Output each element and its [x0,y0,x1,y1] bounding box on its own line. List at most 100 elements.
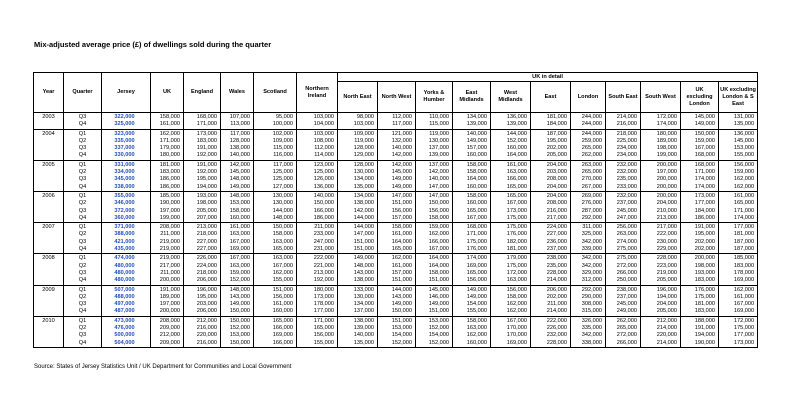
quarter-cell: Q4 [63,277,102,286]
value-cell: 133,000 [337,285,378,294]
value-cell: 161,000 [490,160,531,170]
value-cell: 150,000 [680,129,719,138]
value-cell: 181,000 [490,246,531,254]
value-cell: 222,000 [296,253,338,263]
value-cell: 218,000 [183,269,221,278]
value-cell: 177,000 [680,200,719,208]
value-cell: 211,000 [530,301,571,309]
value-cell: 181,000 [717,231,759,239]
value-cell: 160,000 [452,152,491,161]
value-cell: 212,000 [640,316,681,326]
value-cell: 150,000 [253,222,297,232]
value-cell: 128,000 [337,145,378,153]
value-cell: 119,000 [337,137,378,146]
value-cell: 142,000 [377,160,416,170]
value-cell: 152,000 [220,277,254,286]
value-cell: 112,000 [296,145,338,153]
value-cell: 163,000 [253,253,297,263]
value-cell: 150,000 [220,308,254,317]
value-cell: 142,000 [337,207,378,215]
column-header: East Midlands [452,81,491,113]
value-cell: 136,000 [490,112,531,122]
value-cell: 109,000 [337,129,378,138]
value-cell: 214,000 [640,339,681,348]
column-header: Year [33,72,64,113]
value-cell: 140,000 [415,176,453,184]
value-cell: 151,000 [253,285,297,294]
value-cell: 290,000 [570,293,606,302]
value-cell: 171,000 [150,137,184,146]
value-cell: 236,000 [530,238,571,247]
value-cell: 115,000 [253,145,297,153]
data-row: Q2 488,000 189,000 195,000 143,000 156,000 173… [33,293,759,302]
jersey-cell: 345,000 [101,176,151,184]
value-cell: 311,000 [570,222,606,232]
value-cell: 157,000 [377,269,416,278]
value-cell: 149,000 [377,183,416,192]
value-cell: 171,000 [183,121,221,130]
quarter-cell: Q4 [63,308,102,317]
year-cell [33,301,64,309]
data-row: Q4 338,000 186,000 194,000 149,000 127,000 136… [33,183,759,192]
value-cell: 125,000 [253,169,297,177]
year-cell [33,293,64,302]
value-cell: 186,000 [680,214,719,223]
value-cell: 162,000 [717,183,759,192]
value-cell: 151,000 [377,277,416,286]
value-cell: 126,000 [296,176,338,184]
value-cell: 216,000 [530,207,571,215]
value-cell: 139,000 [452,121,491,130]
value-cell: 144,000 [337,214,378,223]
table-header: Year Quarter Jersey UK England Wales Scotland N… [33,72,759,113]
value-cell: 191,000 [183,160,221,170]
quarter-cell: Q3 [63,207,102,215]
value-cell: 213,000 [183,222,221,232]
value-cell: 152,000 [415,325,453,333]
value-cell: 191,000 [680,222,719,232]
value-cell: 140,000 [296,191,338,201]
year-cell [33,238,64,247]
value-cell: 149,000 [415,301,453,309]
value-cell: 244,000 [570,121,606,130]
jersey-cell: 476,000 [101,325,151,333]
value-cell: 165,000 [717,200,759,208]
value-cell: 156,000 [490,285,531,294]
value-cell: 174,000 [717,214,759,223]
value-cell: 121,000 [377,129,416,138]
value-cell: 158,000 [452,316,491,326]
column-header: North East [337,81,378,113]
quarter-cell: Q4 [63,121,102,130]
value-cell: 227,000 [183,246,221,254]
data-row: Q2 388,000 211,000 218,000 163,000 158,000 233… [33,231,759,239]
year-group: 2008 Q1 474,000 219,000 226,000 167,000 163,00… [33,253,759,286]
value-cell: 211,000 [296,222,338,232]
value-cell: 110,000 [415,112,453,122]
value-cell: 245,000 [605,207,641,215]
quarter-cell: Q3 [63,238,102,247]
value-cell: 182,000 [490,238,531,247]
value-cell: 162,000 [717,285,759,294]
jersey-cell: 507,000 [101,285,151,294]
value-cell: 164,000 [415,253,453,263]
value-cell: 180,000 [296,285,338,294]
jersey-cell: 480,000 [101,269,151,278]
value-cell: 199,000 [640,152,681,161]
jersey-cell: 421,000 [101,238,151,247]
value-cell: 161,000 [220,222,254,232]
value-cell: 175,000 [490,222,531,232]
value-cell: 150,000 [377,308,416,317]
value-cell: 266,000 [605,269,641,278]
value-cell: 148,000 [253,214,297,223]
value-cell: 142,000 [377,152,416,161]
value-cell: 102,000 [253,129,297,138]
value-cell: 232,000 [530,332,571,340]
quarter-cell: Q4 [63,183,102,192]
value-cell: 159,000 [415,222,453,232]
value-cell: 263,000 [605,231,641,239]
value-cell: 151,000 [337,238,378,247]
value-cell: 267,000 [570,183,606,192]
year-group: 2005 Q1 331,000 181,000 191,000 142,000 117,00… [33,160,759,192]
year-cell [33,308,64,317]
value-cell: 132,000 [377,137,416,146]
value-cell: 190,000 [680,339,719,348]
